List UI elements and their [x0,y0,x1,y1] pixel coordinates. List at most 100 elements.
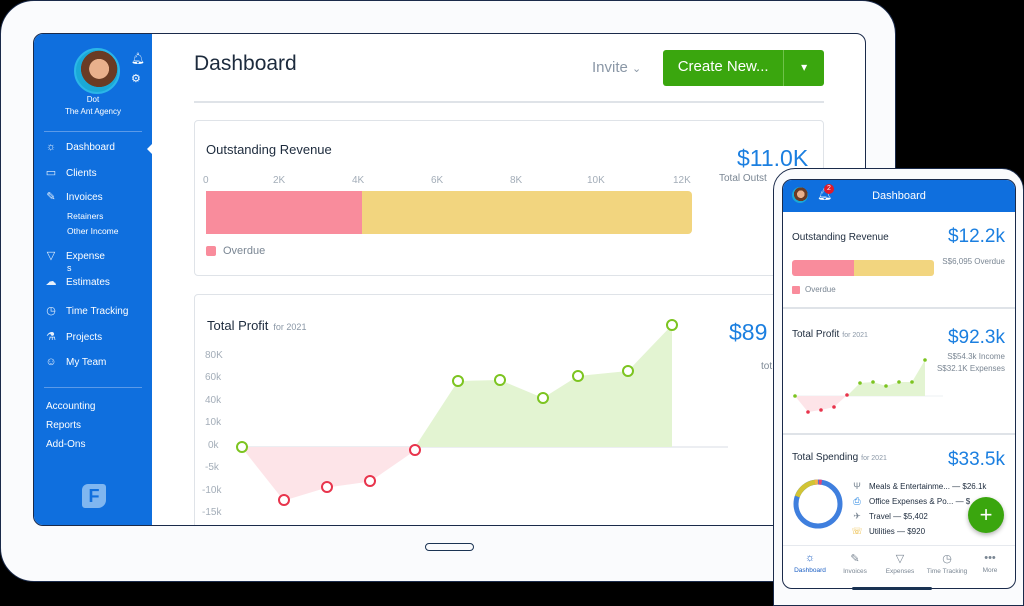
notification-badge: 2 [824,184,834,194]
y-tick: -10k [202,485,222,496]
divider [783,307,1015,309]
more-icon: ••• [984,552,996,564]
sidebar-item-expenses-wrap[interactable]: s [67,263,72,273]
gear-icon[interactable]: ⚙ [131,73,141,85]
tab-dashboard[interactable]: ☼ Dashboard [787,552,833,574]
add-fab-button[interactable]: + [968,497,1004,533]
sidebar-item-other-income[interactable]: Other Income [67,226,119,236]
outstanding-total-value: $11.0K [737,145,809,171]
legend-label: Overdue [223,245,266,257]
axis-tick: 2K [273,175,286,186]
sidebar-item-time-tracking[interactable]: ◷ Time Tracking [44,304,128,318]
tab-invoices[interactable]: ✎ Invoices [832,552,878,575]
y-tick: 0k [208,440,219,451]
sidebar-link-reports[interactable]: Reports [46,420,82,431]
card-subtitle: for 2021 [273,322,307,332]
y-tick: -15k [202,507,222,518]
spending-donut-chart[interactable] [792,478,844,530]
phone-profit-title: Total Profit for 2021 [792,329,868,340]
cutlery-icon: Ψ [853,481,861,491]
sidebar-item-clients[interactable]: ▭ Clients [45,167,97,179]
phone-outstanding-value: $12.2k [947,226,1005,247]
phone-outstanding-title: Outstanding Revenue [792,232,889,243]
header-divider [194,101,824,103]
sidebar-item-invoices[interactable]: ✎ Invoices [44,190,102,204]
page-title: Dashboard [194,52,297,75]
sidebar: 🔔︎ ⚙ Dot The Ant Agency ☼ Dashboard ▭ Clie… [34,34,152,525]
sidebar-item-estimates[interactable]: ☁ Estimates [45,276,110,288]
sidebar-item-dashboard[interactable]: ☼ Dashboard [45,141,115,153]
phone-header-title: Dashboard [872,190,926,202]
phone-profit-value: $92.3k [947,327,1005,348]
clients-icon: ▭ [45,167,57,179]
timer-icon: ◷ [46,305,56,317]
sidebar-link-add-ons[interactable]: Add-Ons [46,439,86,450]
phone-profit-chart[interactable] [783,340,1016,420]
sidebar-item-expenses[interactable]: ▽ Expense [44,249,105,263]
active-indicator [147,144,152,154]
phone-profit-expenses: S$32.1K Expenses [936,364,1005,373]
expenses-icon: ▽ [895,553,905,565]
estimates-icon: ☁ [45,276,57,288]
tablet-frame: 🔔︎ ⚙ Dot The Ant Agency ☼ Dashboard ▭ Clie… [0,0,896,582]
axis-tick: 0 [203,175,209,186]
profit-total-value: $89 [729,319,768,345]
agency-name[interactable]: The Ant Agency [64,107,122,116]
spending-item[interactable]: Ψ Meals & Entertainme... — $26.1k [851,481,986,491]
legend-swatch [792,286,800,294]
tablet-home-button[interactable] [425,543,474,551]
phone-tab-bar: ☼ Dashboard ✎ Invoices ▽ Expenses ◷ Time Tra… [783,545,1015,588]
invite-dropdown[interactable]: Invite ⌄ [592,59,642,76]
plane-icon: ✈ [853,511,861,521]
spending-item[interactable]: ✈ Travel — $5,402 [851,511,928,522]
y-tick: 40k [205,395,222,406]
tab-time-tracking[interactable]: ◷ Time Tracking [922,552,972,575]
outstanding-total-caption: Total Outst [719,173,767,184]
sidebar-item-retainers[interactable]: Retainers [67,211,104,221]
y-tick: 60k [205,372,222,383]
spending-item[interactable]: ☏ Utilities — $920 [851,526,926,536]
y-tick: 80K [205,350,223,361]
phone-outstanding-bar[interactable] [854,260,934,276]
invoices-icon: ✎ [850,553,860,565]
outstanding-revenue-card[interactable]: Outstanding Revenue 0 2K 4K 6K 8K 10K 12… [194,120,824,276]
create-new-dropdown-chevron-icon[interactable]: ▾ [801,60,808,74]
sidebar-item-my-team[interactable]: ☺ My Team [45,356,107,368]
card-title: Outstanding Revenue [206,142,332,157]
profit-area-chart[interactable] [195,295,823,526]
phone-spending-value: $33.5k [947,449,1005,470]
phone-avatar[interactable] [792,187,808,203]
legend-swatch [206,246,216,256]
axis-tick: 12K [673,175,691,186]
chevron-down-icon: ⌄ [632,63,642,75]
create-new-label[interactable]: Create New... [663,50,785,86]
avatar[interactable] [74,48,120,94]
phone-header: 🔔︎ 2 Dashboard [783,180,1015,212]
y-tick: -5k [205,462,219,473]
phone-overdue-bar[interactable] [792,260,854,276]
timer-icon: ◷ [942,553,952,565]
overdue-bar-segment[interactable] [206,191,362,234]
bell-icon[interactable]: 🔔︎ [131,53,145,65]
phone-outstanding-caption: S$6,095 Overdue [942,257,1005,266]
expenses-icon: ▽ [46,250,56,262]
sidebar-link-accounting[interactable]: Accounting [46,401,96,412]
total-profit-card[interactable]: Total Profit for 2021 80K 60k 40k 10k 0k … [194,294,824,526]
freshbooks-logo-icon: F [82,484,106,508]
tablet-screen: 🔔︎ ⚙ Dot The Ant Agency ☼ Dashboard ▭ Clie… [33,33,866,526]
spending-item[interactable]: ⎙ Office Expenses & Po... — $ [851,496,970,507]
outstanding-bar-segment[interactable] [362,191,692,234]
sidebar-item-projects[interactable]: ⚗ Projects [44,330,102,344]
phone-utilities-icon: ☏ [851,526,863,536]
tab-more[interactable]: ••• More [967,552,1013,574]
phone-home-indicator[interactable] [852,587,932,590]
phone-frame: 🔔︎ 2 Dashboard Outstanding Revenue $12.2… [773,168,1024,606]
divider [783,433,1015,435]
flask-icon: ⚗ [46,331,56,343]
divider [44,131,142,132]
legend-label: Overdue [805,285,836,294]
user-name: Dot [86,95,100,104]
tab-expenses[interactable]: ▽ Expenses [877,552,923,575]
phone-screen: 🔔︎ 2 Dashboard Outstanding Revenue $12.2… [782,179,1016,589]
create-new-button[interactable]: Create New... ▾ [663,50,824,86]
